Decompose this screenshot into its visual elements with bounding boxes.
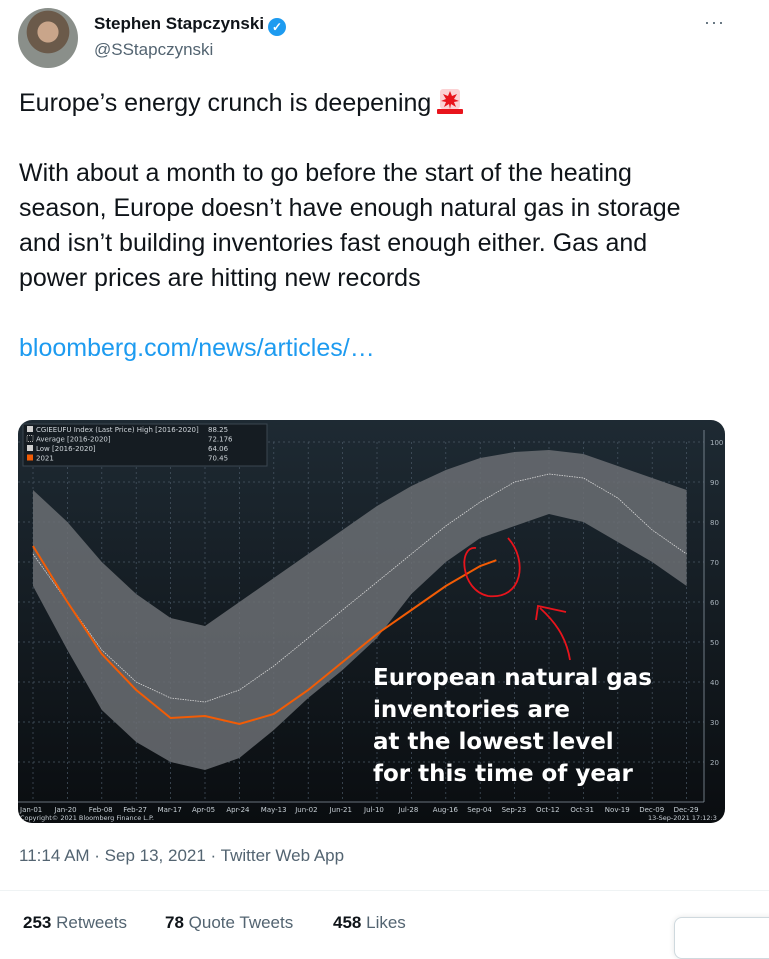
police-car-light-icon xyxy=(437,89,464,114)
chart-image[interactable]: 20 30 40 50 60 70 80 90 100 Jan-01 Jan-20 Feb-08 Feb… xyxy=(18,420,725,823)
y-tick-label: 100 xyxy=(710,439,723,447)
tweet-headline: Europe’s energy crunch is deepening xyxy=(19,89,432,117)
x-tick-label: Jan-01 xyxy=(19,806,42,814)
legend-swatch xyxy=(27,454,33,461)
legend-value: 72.176 xyxy=(208,436,233,444)
x-tick-label: May-13 xyxy=(261,806,287,814)
quote-tweets-link[interactable]: 78 Quote Tweets xyxy=(165,913,294,932)
x-tick-label: Sep-23 xyxy=(502,806,527,814)
line-2021 xyxy=(32,545,497,726)
author-handle[interactable]: @SStapczynski xyxy=(94,40,214,59)
tweet-body: With about a month to go before the star… xyxy=(19,159,681,292)
annotation-text: European natural gas xyxy=(373,665,652,691)
annotation-text: at the lowest level xyxy=(373,729,614,755)
legend-swatch xyxy=(27,445,33,451)
more-options-icon[interactable]: ··· xyxy=(704,12,725,32)
legend-swatch xyxy=(26,435,34,442)
article-link[interactable]: bloomberg.com/news/articles/… xyxy=(19,334,375,362)
x-tick-label: Jun-02 xyxy=(294,806,317,814)
x-tick-label: Jul-10 xyxy=(363,806,384,814)
y-tick-label: 90 xyxy=(710,479,719,487)
verified-badge-icon: ✓ xyxy=(268,18,287,36)
x-tick-label: Feb-27 xyxy=(123,806,147,814)
tweet-timestamp[interactable]: 11:14 AM · Sep 13, 2021 · Twitter Web Ap… xyxy=(19,846,345,865)
x-tick-label: Apr-05 xyxy=(192,806,215,814)
y-tick-label: 70 xyxy=(710,559,719,567)
y-tick-label: 60 xyxy=(710,599,719,607)
annotation-circle xyxy=(463,537,521,597)
legend-label: Average [2016-2020] xyxy=(36,436,111,444)
avatar[interactable] xyxy=(18,8,78,68)
x-tick-label: Oct-12 xyxy=(536,806,560,814)
legend-value: 70.45 xyxy=(208,455,228,463)
annotation-text: inventories are xyxy=(373,697,570,723)
x-tick-label: Dec-09 xyxy=(639,806,664,814)
y-tick-label: 30 xyxy=(710,719,719,727)
chart-date-text: 13-Sep-2021 17:12:3 xyxy=(648,814,717,822)
annotation-arrow xyxy=(535,604,571,661)
legend-label: Low [2016-2020] xyxy=(36,445,96,453)
x-tick-label: Feb-08 xyxy=(89,806,113,814)
author-name[interactable]: Stephen Stapczynski ✓ xyxy=(94,14,287,36)
legend-value: 64.06 xyxy=(208,445,229,453)
likes-link[interactable]: 458 Likes xyxy=(333,913,406,932)
y-tick-label: 40 xyxy=(710,679,719,687)
average-line xyxy=(32,473,687,703)
x-tick-label: Mar-17 xyxy=(158,806,182,814)
retweets-link[interactable]: 253 Retweets xyxy=(23,913,127,932)
x-tick-label: Sep-04 xyxy=(467,806,492,814)
x-tick-label: Nov-19 xyxy=(605,806,630,814)
y-tick-label: 20 xyxy=(710,759,719,767)
x-tick-label: Aug-16 xyxy=(433,806,459,814)
y-tick-label: 50 xyxy=(710,639,719,647)
gas-storage-chart: 20 30 40 50 60 70 80 90 100 Jan-01 Jan-20 Feb-08 Feb… xyxy=(18,423,723,822)
copyright-text: Copyright© 2021 Bloomberg Finance L.P. xyxy=(20,814,154,822)
x-tick-label: Oct-31 xyxy=(570,806,594,814)
legend-value: 88.25 xyxy=(208,426,228,434)
x-tick-label: Jun-21 xyxy=(329,806,352,814)
legend-box xyxy=(22,423,268,467)
x-tick-label: Apr-24 xyxy=(226,806,250,814)
x-tick-label: Jul-28 xyxy=(397,806,418,814)
x-tick-label: Dec-29 xyxy=(674,806,699,814)
tweet-text: Europe’s energy crunch is deepening With… xyxy=(19,86,719,401)
popup-edge xyxy=(674,917,769,959)
high-low-band xyxy=(33,450,687,770)
x-tick-label: Jan-20 xyxy=(53,806,76,814)
legend-label: CGIEEUFU Index (Last Price) High [2016-2… xyxy=(36,426,199,434)
y-tick-label: 80 xyxy=(710,519,719,527)
annotation-text: for this time of year xyxy=(373,761,633,787)
legend-label: 2021 xyxy=(36,455,54,463)
legend-swatch xyxy=(27,426,33,432)
engagement-stats: 253 Retweets 78 Quote Tweets 458 Likes xyxy=(0,890,769,932)
